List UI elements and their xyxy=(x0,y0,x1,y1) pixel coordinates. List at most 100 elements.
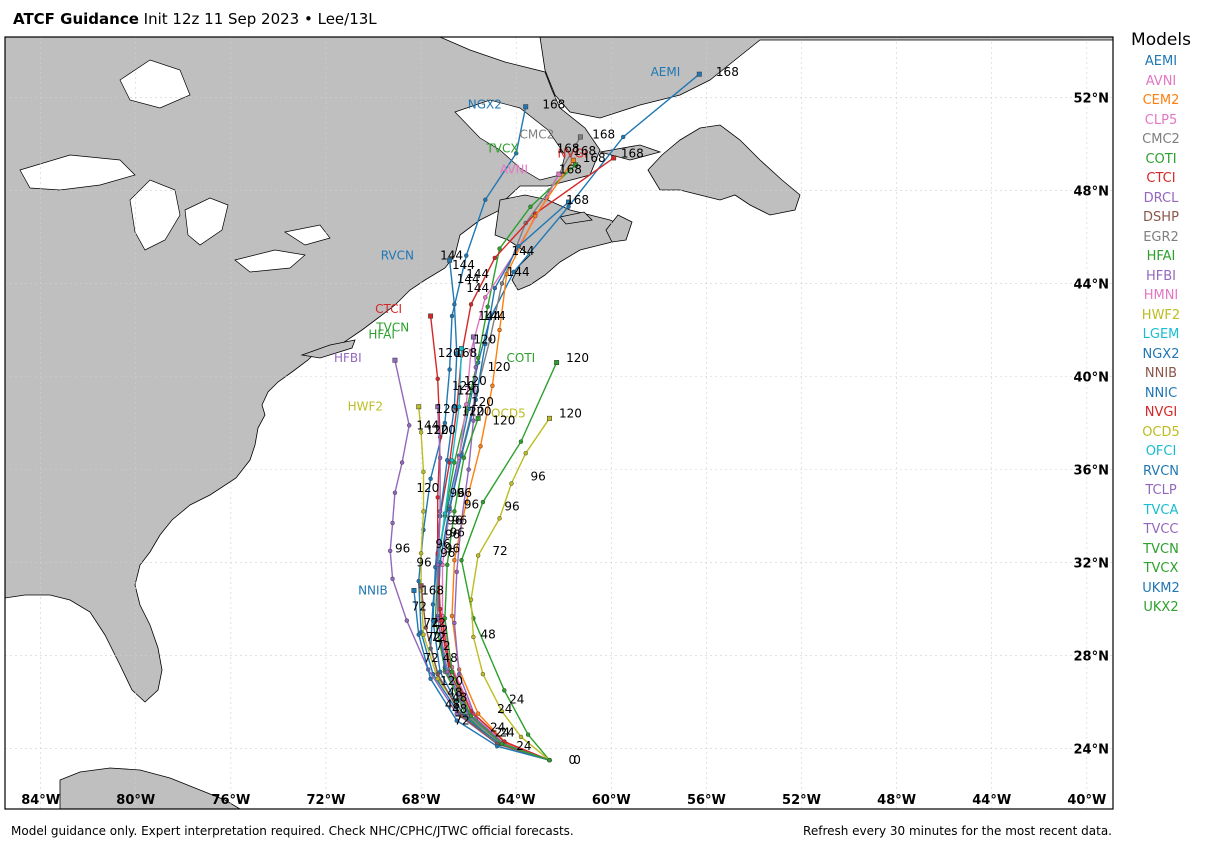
forecast-hour-label: 96 xyxy=(450,525,465,539)
forecast-hour-label: 96 xyxy=(464,497,479,511)
track-line xyxy=(420,585,550,761)
track-end-marker xyxy=(554,360,560,365)
forecast-hour-label: 96 xyxy=(450,486,465,500)
track-point xyxy=(471,634,476,640)
track-point xyxy=(494,744,500,749)
land-layer xyxy=(5,37,1113,809)
model-label: HWF2 xyxy=(348,400,383,414)
water-body-2 xyxy=(184,197,229,246)
lat-tick-label: 28°N xyxy=(1074,650,1109,665)
track-point xyxy=(435,616,440,621)
track-point xyxy=(423,625,429,630)
forecast-hour-label: 168 xyxy=(542,97,565,111)
track-point xyxy=(449,313,455,319)
track-point xyxy=(533,213,538,219)
track-point xyxy=(471,418,476,423)
track-point xyxy=(454,711,459,716)
track-end-marker xyxy=(418,583,424,589)
forecast-hour-label: 24 xyxy=(495,725,510,739)
forecast-hour-label: 48 xyxy=(445,697,460,711)
forecast-hour-label: 72 xyxy=(431,630,446,644)
forecast-hour-label: 72 xyxy=(431,616,446,630)
landmass-3 xyxy=(539,37,1113,119)
track-point xyxy=(475,711,481,716)
legend-item-aemi: AEMI xyxy=(1144,54,1178,69)
lon-tick-label: 60°W xyxy=(592,793,631,808)
forecast-hour-label: 144 xyxy=(511,244,534,258)
track-point xyxy=(387,548,393,554)
forecast-hour-label: 48 xyxy=(452,702,467,716)
track-line xyxy=(434,164,577,761)
model-label: NVGI xyxy=(558,146,588,160)
forecast-hour-label: 144 xyxy=(457,272,480,286)
forecast-hour-label: 96 xyxy=(504,500,519,514)
forecast-hour-label: 168 xyxy=(566,193,589,207)
track-point xyxy=(468,713,474,719)
track-point xyxy=(442,511,448,516)
forecast-hour-label: 24 xyxy=(509,693,524,707)
disclaimer-text: Model guidance only. Expert interpretati… xyxy=(11,824,574,838)
water-body-3 xyxy=(234,249,306,273)
track-point xyxy=(437,509,443,514)
legend-item-rvcn: RVCN xyxy=(1142,463,1180,479)
legend-item-tvca: TVCA xyxy=(1143,502,1179,518)
track-end-marker xyxy=(428,313,434,319)
forecast-hour-label: 72 xyxy=(423,616,438,630)
forecast-hour-label: 120 xyxy=(440,674,463,688)
track-point xyxy=(428,476,433,482)
track-point xyxy=(499,741,505,747)
legend-item-hmni: HMNI xyxy=(1143,288,1179,303)
track-point xyxy=(456,404,462,409)
track-end-marker xyxy=(696,71,702,77)
track-point xyxy=(449,458,455,463)
forecast-hour-label: 72 xyxy=(426,630,441,644)
track-point xyxy=(452,404,457,409)
map-frame xyxy=(4,36,1114,810)
track-point xyxy=(620,134,626,140)
track-point xyxy=(456,671,462,677)
forecast-hour-label: 144 xyxy=(416,418,439,432)
forecast-hour-label: 120 xyxy=(488,360,511,374)
forecast-hour-label: 120 xyxy=(416,481,439,495)
forecast-hour-label: 0 xyxy=(573,753,581,767)
track-point xyxy=(442,420,448,426)
model-label: TVCX xyxy=(485,142,518,156)
track-end-marker xyxy=(547,415,552,421)
track-end-marker xyxy=(566,199,571,205)
legend-item-tvcc: TVCC xyxy=(1143,522,1179,537)
track-point xyxy=(475,355,481,361)
track-point xyxy=(430,618,436,623)
landmass-7 xyxy=(559,211,593,225)
forecast-hour-label: 96 xyxy=(452,514,467,528)
track-point xyxy=(452,509,457,514)
forecast-hour-label: 120 xyxy=(471,395,494,409)
forecast-hour-label: 96 xyxy=(440,546,455,560)
model-label: NGX2 xyxy=(468,97,502,111)
forecast-hour-label: 120 xyxy=(464,374,487,388)
track-point xyxy=(435,671,440,677)
track-point xyxy=(478,444,483,449)
forecast-hour-label: 144 xyxy=(440,249,463,263)
track-point xyxy=(499,709,505,714)
forecast-hour-label: 0 xyxy=(569,753,577,767)
forecast-hour-label: 120 xyxy=(426,423,449,437)
model-label: NNIB xyxy=(358,583,388,597)
track-end-marker xyxy=(411,587,417,593)
model-label: HFBI xyxy=(334,351,362,365)
track-point xyxy=(473,364,478,370)
forecast-hour-label: 120 xyxy=(435,402,458,416)
model-label: AVNI xyxy=(500,163,528,177)
track-end-marker xyxy=(577,134,583,140)
track-point xyxy=(418,551,424,556)
track-point xyxy=(454,351,459,356)
legend-item-tclp: TCLP xyxy=(1145,483,1177,498)
track-line xyxy=(389,360,550,761)
landmass-5 xyxy=(300,339,356,359)
track-end-marker xyxy=(470,334,476,340)
track-ukx2 xyxy=(442,415,552,763)
legend-item-ukx2: UKX2 xyxy=(1143,600,1179,615)
legend-item-tvcx: TVCX xyxy=(1143,561,1179,576)
track-point xyxy=(475,553,481,558)
lon-tick-label: 48°W xyxy=(877,793,916,808)
